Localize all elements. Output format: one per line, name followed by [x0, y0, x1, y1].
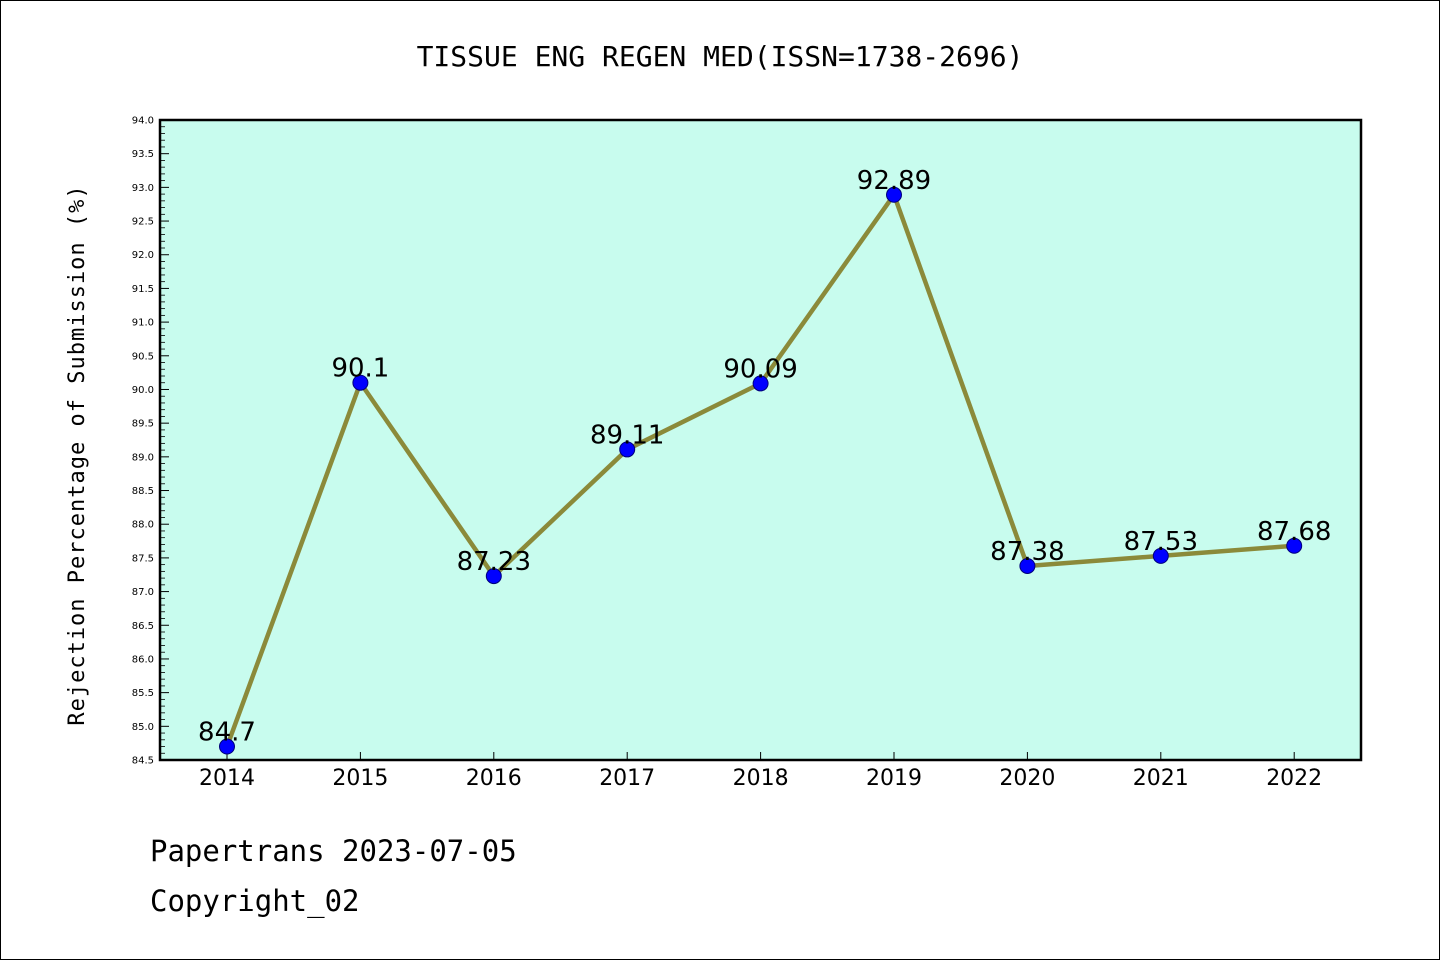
data-label: 87.23 [457, 547, 531, 577]
y-tick-label: 94.0 [132, 116, 154, 127]
y-tick-label: 89.5 [132, 419, 154, 430]
y-tick-label: 86.5 [132, 621, 154, 632]
y-tick-label: 89.0 [132, 452, 154, 463]
x-tick-label: 2022 [1266, 766, 1322, 791]
x-tick-label: 2014 [199, 766, 255, 791]
x-tick-label: 2015 [332, 766, 388, 791]
x-tick-label: 2016 [466, 766, 522, 791]
data-point-marker [1286, 537, 1303, 554]
data-label: 87.68 [1257, 517, 1331, 547]
data-point-marker [219, 738, 235, 755]
y-tick-label: 85.0 [132, 722, 154, 733]
y-tick-label: 87.0 [132, 587, 154, 598]
data-point-marker [886, 186, 902, 203]
y-tick-label: 86.0 [132, 654, 154, 665]
y-tick-label: 91.5 [132, 284, 154, 295]
y-axis-label: Rejection Percentage of Submission (%) [65, 184, 90, 725]
data-label: 87.38 [990, 537, 1064, 567]
data-labels: 84.7 90.1 87.23 89.11 90.09 92.89 87.38 87.53 87… [198, 166, 1331, 748]
data-point-marker [485, 568, 502, 585]
x-tick-label: 2021 [1133, 766, 1189, 791]
y-tick-label: 87.5 [132, 553, 154, 564]
y-tick-label: 92.5 [132, 217, 154, 228]
data-label: 84.7 [198, 718, 256, 748]
data-point-marker [1152, 547, 1169, 564]
data-label: 92.89 [857, 166, 931, 196]
x-tick-label: 2020 [999, 766, 1055, 791]
x-tick-label: 2017 [599, 766, 655, 791]
series-line-group [219, 186, 1303, 755]
y-tick-label: 85.5 [132, 688, 154, 699]
plot-area [160, 120, 1361, 760]
y-axis: 84.5 85.0 85.5 86.0 86.5 87.0 87.5 88.0 88.5 89.0… [132, 116, 169, 767]
x-tick-label: 2019 [866, 766, 922, 791]
data-point-marker [352, 374, 369, 391]
y-tick-label: 93.5 [132, 149, 154, 160]
plot-border [158, 118, 1363, 762]
x-tick-label: 2018 [733, 766, 789, 791]
y-tick-label: 90.0 [132, 385, 154, 396]
data-label: 89.11 [590, 420, 664, 450]
y-tick-label: 91.0 [132, 318, 154, 329]
data-label: 87.53 [1124, 527, 1198, 557]
data-point-marker [1019, 557, 1036, 574]
y-tick-label: 88.0 [132, 520, 154, 531]
y-tick-label: 93.0 [132, 183, 154, 194]
x-axis: 2014 2015 2016 2017 2018 2019 2020 2021 2022 [199, 752, 1322, 791]
footer-copyright: Copyright_02 [150, 884, 360, 918]
footer-source: Papertrans 2023-07-05 [150, 834, 517, 868]
chart-title: TISSUE ENG REGEN MED(ISSN=1738-2696) [417, 40, 1024, 73]
data-point-marker [619, 441, 636, 458]
y-tick-label: 84.5 [132, 756, 154, 767]
data-point-marker [752, 375, 769, 392]
y-tick-label: 92.0 [132, 250, 154, 261]
data-label: 90.1 [331, 354, 389, 384]
y-tick-label: 90.5 [132, 351, 154, 362]
data-label: 90.09 [723, 354, 797, 384]
y-tick-label: 88.5 [132, 486, 154, 497]
